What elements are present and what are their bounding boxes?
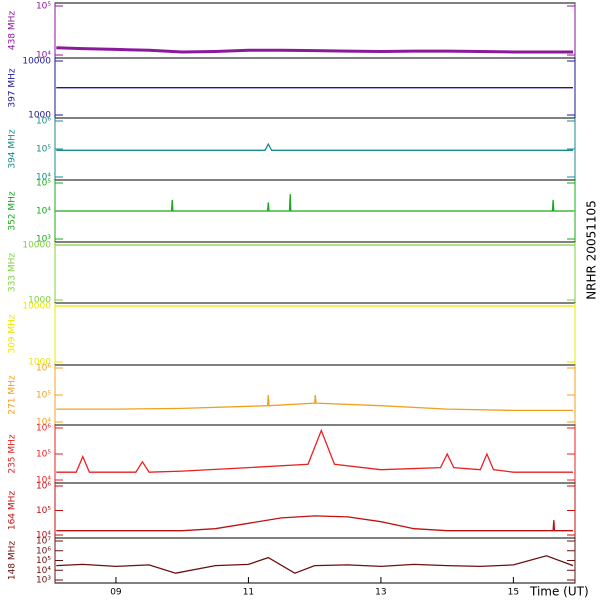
panel-frame bbox=[54, 537, 576, 584]
data-line bbox=[56, 46, 573, 54]
y-tick-label: 10⁴ bbox=[36, 207, 51, 217]
y-tick-label: 10⁴ bbox=[36, 51, 51, 61]
y-tick-label: 10⁵ bbox=[36, 556, 51, 566]
data-line bbox=[56, 142, 573, 151]
y-tick-label: 10000 bbox=[22, 57, 51, 67]
panel-label: 397 MHz bbox=[8, 68, 18, 108]
y-tick-label: 10⁵ bbox=[36, 2, 51, 12]
y-tick-label: 10000 bbox=[22, 241, 51, 251]
panel-frame bbox=[54, 424, 576, 484]
y-tick-label: 10⁴ bbox=[36, 531, 51, 541]
panel-label: 333 MHz bbox=[8, 253, 18, 293]
y-tick-label: 10⁵ bbox=[36, 145, 51, 155]
data-line bbox=[56, 428, 573, 473]
data-line bbox=[56, 394, 573, 412]
panel-label: 309 MHz bbox=[8, 314, 18, 354]
y-tick-label: 10000 bbox=[22, 302, 51, 312]
y-tick-label: 10⁶ bbox=[36, 482, 51, 492]
side-label: NRHR 20051105 bbox=[585, 200, 599, 300]
y-tick-label: 10⁵ bbox=[36, 506, 51, 516]
data-line bbox=[56, 515, 573, 532]
y-tick-label: 10⁷ bbox=[36, 537, 51, 547]
panel-frame bbox=[54, 241, 576, 304]
y-tick-label: 10⁵ bbox=[36, 179, 51, 189]
x-tick-label: 15 bbox=[508, 588, 519, 598]
panel-frame bbox=[54, 482, 576, 539]
panel-frame bbox=[54, 302, 576, 366]
panel-label: 394 MHz bbox=[8, 129, 18, 169]
data-line bbox=[56, 194, 573, 212]
y-tick-label: 10³ bbox=[36, 235, 51, 245]
x-tick-label: 11 bbox=[243, 588, 254, 598]
x-tick-label: 09 bbox=[110, 588, 122, 598]
panel-label: 164 MHz bbox=[8, 491, 18, 531]
x-tick-label: 13 bbox=[375, 588, 386, 598]
panel-label: 438 MHz bbox=[8, 11, 18, 51]
y-tick-label: 10³ bbox=[36, 576, 51, 586]
y-tick-label: 1000 bbox=[28, 358, 51, 368]
panel-label: 148 MHz bbox=[8, 541, 18, 581]
panel-label: 235 MHz bbox=[8, 434, 18, 474]
data-line bbox=[56, 555, 574, 574]
x-axis-label: Time (UT) bbox=[529, 585, 589, 599]
y-tick-label: 10⁶ bbox=[36, 424, 51, 434]
y-tick-label: 10⁵ bbox=[36, 391, 51, 401]
panel-frame bbox=[54, 117, 576, 181]
y-tick-label: 10⁴ bbox=[36, 418, 51, 428]
y-tick-label: 10⁶ bbox=[36, 546, 51, 556]
y-tick-label: 10⁴ bbox=[36, 476, 51, 486]
y-tick-label: 10⁵ bbox=[36, 450, 51, 460]
y-tick-label: 10⁶ bbox=[36, 364, 51, 374]
y-tick-label: 10⁴ bbox=[36, 566, 51, 576]
y-tick-label: 1000 bbox=[28, 296, 51, 306]
y-tick-label: 10⁴ bbox=[36, 173, 51, 183]
y-tick-label: 1000 bbox=[28, 111, 51, 121]
panel-label: 352 MHz bbox=[8, 191, 18, 231]
y-tick-label: 10⁶ bbox=[36, 117, 51, 127]
panel-label: 271 MHz bbox=[8, 375, 18, 415]
